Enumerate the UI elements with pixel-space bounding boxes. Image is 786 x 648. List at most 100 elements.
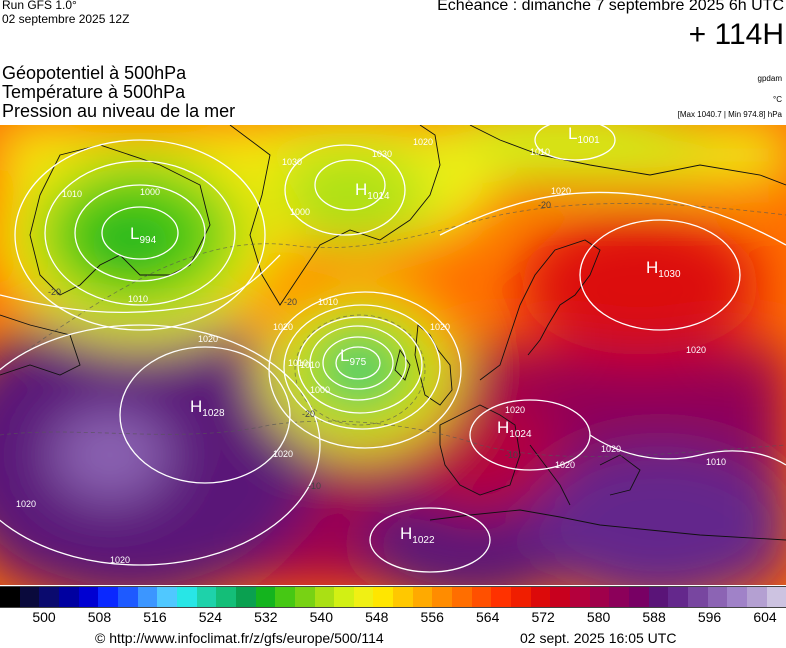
colorbar-tick: 564	[476, 609, 500, 625]
forecast-valid-time: Echéance : dimanche 7 septembre 2025 6h …	[437, 0, 784, 14]
forecast-hour: + 114H	[688, 18, 784, 51]
colorbar-segment	[117, 587, 138, 607]
colorbar-segment	[137, 587, 158, 607]
isobar-label: 1020	[413, 137, 433, 147]
isobar-label: 1020	[686, 345, 706, 355]
colorbar-segment	[412, 587, 433, 607]
colorbar-tick: 548	[365, 609, 389, 625]
colorbar-segment	[334, 587, 354, 607]
colorbar-segment	[353, 587, 374, 607]
colorbar-segment	[19, 587, 40, 607]
colorbar-tick: 588	[642, 609, 666, 625]
isobar-label: 1020	[555, 460, 575, 470]
temperature-label: -20	[538, 200, 551, 210]
colorbar-segment	[766, 587, 786, 607]
colorbar-tick: 604	[753, 609, 777, 625]
unit-pressure-range: [Max 1040.7 | Min 974.8] hPa	[677, 110, 782, 119]
title-pressure: Pression au niveau de la mer	[2, 101, 236, 121]
colorbar-segment	[314, 587, 335, 607]
colorbar-segment	[98, 587, 118, 607]
unit-temperature: °C	[773, 95, 782, 104]
colorbar-segment	[39, 587, 59, 607]
colorbar-segment	[530, 587, 551, 607]
colorbar-segment	[432, 587, 453, 607]
temperature-isotherms	[0, 203, 786, 457]
isobar-label: 1020	[16, 499, 36, 509]
colorbar-segment	[629, 587, 649, 607]
title-temperature: Température à 500hPa	[2, 82, 186, 102]
colorbar-segment	[255, 587, 276, 607]
colorbar-tick: 532	[254, 609, 278, 625]
run-label: Run GFS 1.0°	[2, 0, 77, 12]
colorbar-tick: 556	[420, 609, 444, 625]
isobar-label: 1030	[372, 149, 392, 159]
colorbar-segment	[216, 587, 236, 607]
colorbar-tick: 580	[586, 609, 611, 625]
isobar-label: 1020	[110, 555, 130, 565]
isobar-label: 1000	[290, 207, 310, 217]
colorbar-segment	[550, 587, 571, 607]
colorbar-segment	[176, 587, 197, 607]
isobar-labels: 1030 1010 1020 1000 1010 1000 1010 1020 1020 1010…	[16, 137, 726, 565]
colorbar	[0, 586, 786, 608]
isobar-label: 1000	[310, 385, 330, 395]
isobar-label: 1020	[273, 449, 293, 459]
isobar-label: 1010	[128, 294, 148, 304]
isobar-label: 1020	[430, 322, 450, 332]
colorbar-segment	[609, 587, 629, 607]
colorbar-segment	[668, 587, 688, 607]
colorbar-segment	[294, 587, 315, 607]
temperature-label: -20	[48, 287, 61, 297]
colorbar-segment	[471, 587, 492, 607]
colorbar-segment	[511, 587, 531, 607]
isobar-label: 1020	[601, 444, 621, 454]
temperature-label: -20	[284, 297, 297, 307]
isobar-label: 1010	[318, 297, 338, 307]
isobar-label: 1020	[273, 322, 293, 332]
run-date: 02 septembre 2025 12Z	[2, 12, 130, 26]
temperature-label: -10	[505, 450, 518, 460]
isobar-label: 1020	[505, 405, 525, 415]
colorbar-tick: 572	[531, 609, 555, 625]
colorbar-segment	[196, 587, 217, 607]
colorbar-segment	[452, 587, 472, 607]
isobar-label: 1010	[706, 457, 726, 467]
temperature-label: -20	[302, 409, 315, 419]
colorbar-segment	[491, 587, 512, 607]
isobar-label: 1010	[62, 189, 82, 199]
colorbar-segment	[648, 587, 669, 607]
isobars	[0, 125, 786, 573]
colorbar-tick: 500	[32, 609, 56, 625]
colorbar-segment	[589, 587, 610, 607]
isobar-label: 1010	[300, 360, 320, 370]
colorbar-segment	[0, 587, 20, 607]
unit-geopotential: gpdam	[757, 74, 782, 83]
colorbar-segment	[570, 587, 590, 607]
isobar-label: 1010	[530, 147, 550, 157]
isobar-label: 1020	[198, 334, 218, 344]
colorbar-tick: 540	[309, 609, 333, 625]
copyright-url: © http://www.infoclimat.fr/z/gfs/europe/…	[95, 630, 384, 646]
isobar-label: 1030	[282, 157, 302, 167]
colorbar-tick: 508	[87, 609, 112, 625]
colorbar-segment	[157, 587, 177, 607]
colorbar-segment	[58, 587, 79, 607]
colorbar-tick: 524	[198, 609, 223, 625]
colorbar-segment	[687, 587, 708, 607]
title-geopotential: Géopotentiel à 500hPa	[2, 63, 187, 83]
colorbar-segment	[235, 587, 256, 607]
isobar-label: 1010	[288, 358, 308, 368]
isobar-label: 1000	[140, 187, 160, 197]
colorbar-segment	[727, 587, 747, 607]
colorbar-segment	[746, 587, 767, 607]
isobar-label: 1020	[551, 186, 571, 196]
colorbar-tick: 516	[143, 609, 167, 625]
colorbar-segment	[393, 587, 413, 607]
colorbar-segment	[78, 587, 99, 607]
colorbar-tick: 596	[697, 609, 722, 625]
colorbar-ticks: 500 508 516 524 532 540 548 556 564 572 580 588 596 6…	[0, 609, 786, 627]
colorbar-segment	[275, 587, 295, 607]
temperature-label: -10	[308, 481, 321, 491]
temperature-labels: -20 -20 -20 -20 -10 -10	[48, 200, 551, 491]
colorbar-segment	[373, 587, 394, 607]
